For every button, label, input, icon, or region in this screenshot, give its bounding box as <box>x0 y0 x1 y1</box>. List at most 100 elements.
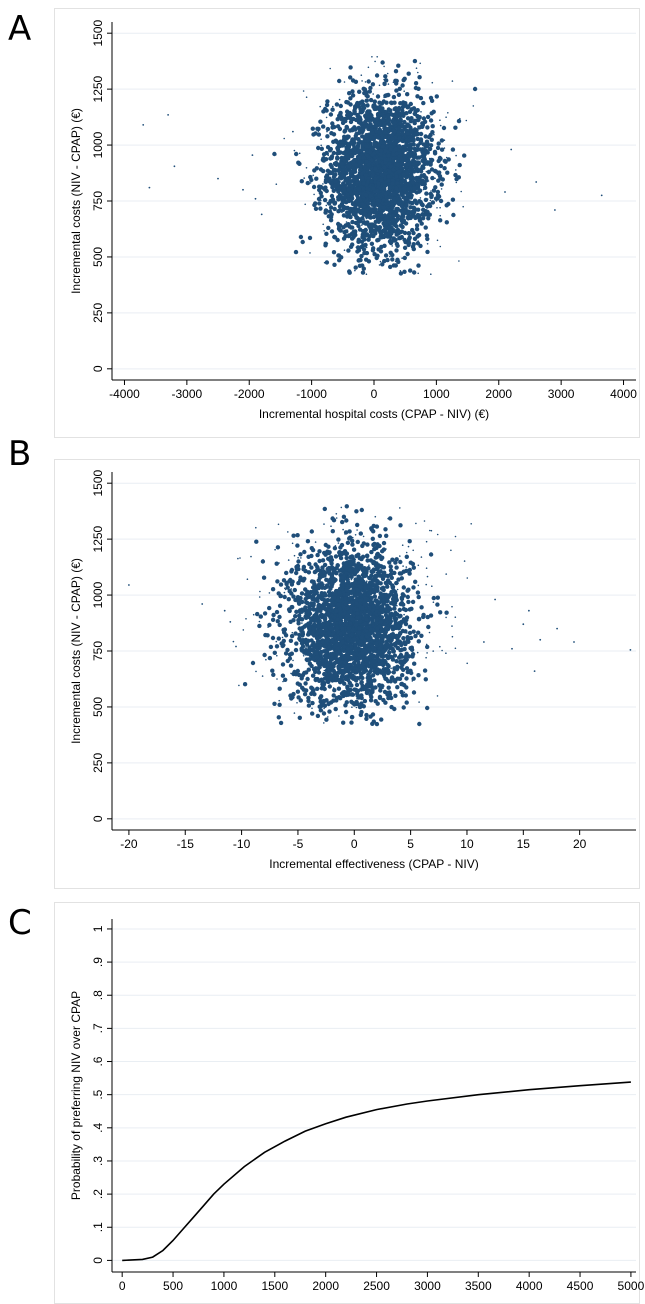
scatter-point <box>332 688 336 692</box>
x-tick-label: 3000 <box>548 387 575 401</box>
scatter-point <box>311 127 315 131</box>
scatter-point <box>271 673 275 677</box>
scatter-point <box>383 66 385 68</box>
scatter-point <box>410 180 412 182</box>
scatter-point <box>330 229 334 233</box>
scatter-point <box>434 178 436 180</box>
scatter-point <box>380 549 384 553</box>
scatter-point <box>318 705 322 709</box>
scatter-point <box>317 132 321 136</box>
scatter-point <box>329 205 333 209</box>
scatter-point <box>336 197 340 201</box>
scatter-point <box>382 588 386 592</box>
scatter-point <box>432 131 434 133</box>
scatter-point <box>458 260 460 262</box>
scatter-point <box>358 212 360 214</box>
scatter-point <box>271 636 275 640</box>
scatter-point <box>431 200 435 204</box>
scatter-point <box>341 173 345 177</box>
scatter-point <box>460 191 462 193</box>
scatter-point <box>417 273 419 275</box>
scatter-point <box>348 96 352 100</box>
scatter-point <box>362 165 366 169</box>
scatter-point <box>437 141 441 145</box>
scatter-point <box>414 81 418 85</box>
scatter-point <box>406 207 408 209</box>
scatter-point <box>398 232 400 234</box>
scatter-point <box>380 262 384 266</box>
scatter-point <box>373 164 375 166</box>
x-tick-label: -3000 <box>172 387 203 401</box>
scatter-point <box>430 273 432 275</box>
scatter-point <box>369 227 373 231</box>
scatter-point <box>366 135 368 137</box>
scatter-point <box>342 153 344 155</box>
scatter-point <box>396 217 400 221</box>
scatter-point <box>384 581 388 585</box>
scatter-point <box>386 153 388 155</box>
scatter-point <box>326 117 328 119</box>
x-tick-label: 15 <box>517 837 531 851</box>
scatter-point <box>383 97 385 99</box>
scatter-point <box>334 554 338 558</box>
scatter-point <box>393 223 397 227</box>
scatter-point <box>404 221 408 225</box>
scatter-point <box>407 241 411 245</box>
scatter-point <box>438 610 442 614</box>
scatter-point <box>369 669 373 673</box>
scatter-point <box>372 204 374 206</box>
y-tick-label: 250 <box>91 303 105 323</box>
scatter-point <box>379 168 381 170</box>
scatter-point <box>432 82 434 84</box>
scatter-point <box>355 212 357 214</box>
scatter-point <box>410 648 414 652</box>
scatter-point <box>368 693 372 697</box>
scatter-point <box>259 614 263 618</box>
scatter-point <box>346 135 350 139</box>
scatter-point <box>425 210 429 214</box>
scatter-point <box>360 202 364 206</box>
scatter-point <box>425 140 429 144</box>
scatter-point <box>338 127 342 131</box>
scatter-point <box>348 65 352 69</box>
scatter-point <box>323 198 327 202</box>
scatter-point <box>404 203 406 205</box>
scatter-point <box>408 162 412 166</box>
scatter-point <box>277 715 281 719</box>
scatter-point <box>360 240 364 244</box>
y-tick-label: 250 <box>91 753 105 773</box>
scatter-point <box>275 610 279 614</box>
scatter-point <box>404 618 408 622</box>
scatter-point <box>347 529 351 533</box>
scatter-point <box>379 232 383 236</box>
scatter-point <box>350 715 354 719</box>
scatter-point <box>318 120 322 124</box>
scatter-point <box>366 273 368 275</box>
scatter-point <box>341 185 345 189</box>
scatter-point <box>372 169 374 171</box>
scatter-point <box>379 149 383 153</box>
scatter-point <box>403 231 407 235</box>
y-tick-label: 750 <box>91 191 105 211</box>
scatter-point <box>409 561 413 565</box>
scatter-point <box>323 507 327 511</box>
scatter-point <box>412 169 416 173</box>
scatter-point <box>364 159 368 163</box>
scatter-point <box>455 169 457 171</box>
scatter-point <box>306 181 310 185</box>
scatter-point <box>318 206 322 210</box>
scatter-point <box>387 650 391 654</box>
scatter-point <box>278 687 282 691</box>
scatter-point <box>281 674 285 678</box>
scatter-point <box>408 110 412 114</box>
scatter-point <box>427 135 431 139</box>
scatter-point <box>321 124 325 128</box>
scatter-point <box>336 189 340 193</box>
scatter-point <box>363 121 367 125</box>
scatter-point <box>380 123 382 125</box>
scatter-point <box>375 189 377 191</box>
scatter-point <box>263 611 267 615</box>
y-tick-label: 750 <box>91 641 105 661</box>
scatter-point <box>380 556 384 560</box>
scatter-point <box>345 551 349 555</box>
